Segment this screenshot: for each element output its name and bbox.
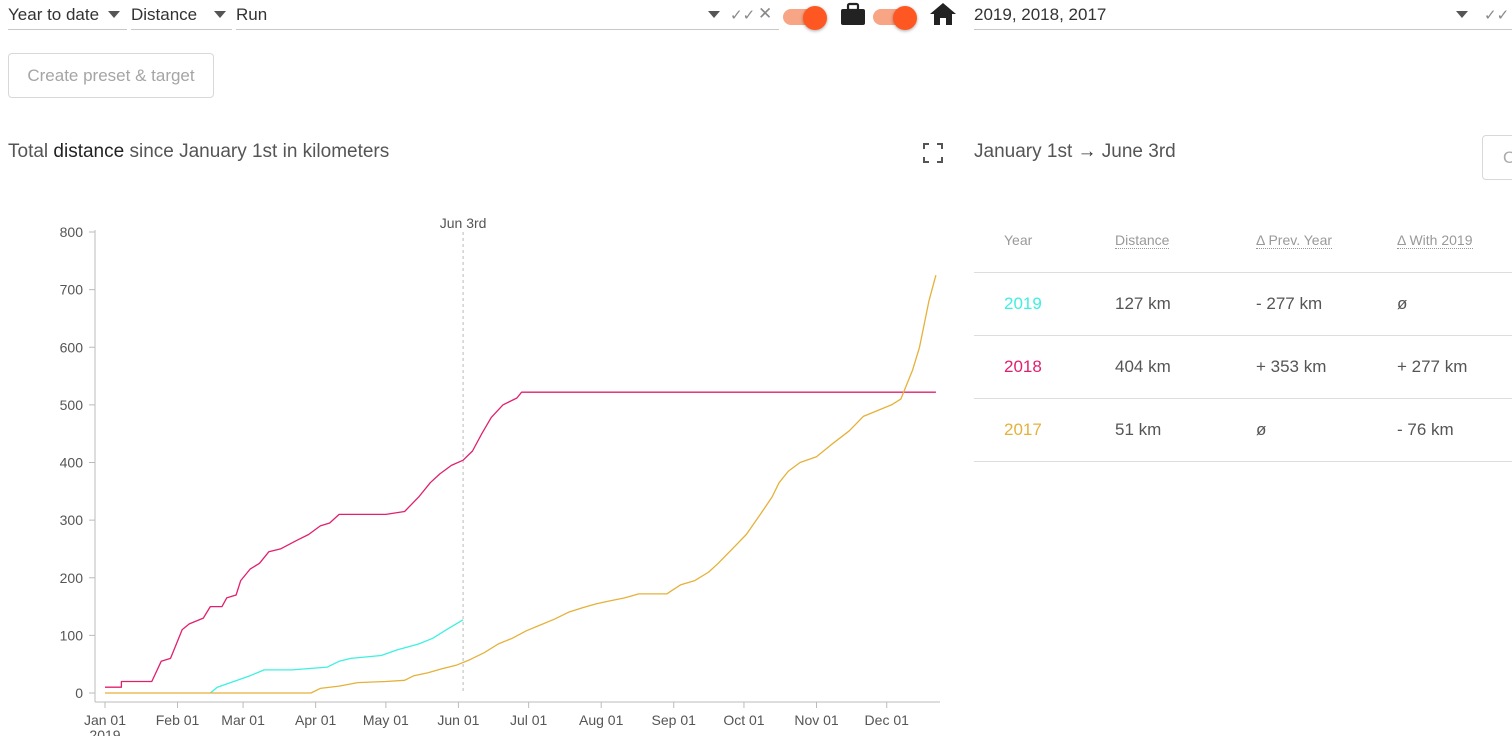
y-tick-label: 600 [60, 339, 84, 355]
y-tick-label: 400 [60, 455, 84, 471]
table-header-row: Year Distance Δ Prev. Year Δ With 2019 [974, 208, 1512, 273]
metric-select[interactable]: Distance [131, 0, 232, 30]
summary-table: Year Distance Δ Prev. Year Δ With 2019 2… [974, 208, 1512, 462]
x-tick-label: Oct 01 [723, 712, 764, 728]
header-distance: Distance [1114, 208, 1255, 273]
arrow-right-icon: → [1077, 141, 1097, 162]
x-tick-label: Apr 01 [295, 712, 336, 728]
table-row: 2018 404 km + 353 km + 277 km [974, 335, 1512, 399]
chart-title: Total distance since January 1st in kilo… [8, 141, 390, 162]
chevron-down-icon [108, 11, 120, 18]
range-from: January 1st [974, 141, 1073, 162]
row-delta-prev: - 277 km [1255, 272, 1396, 336]
range-to: June 3rd [1101, 141, 1176, 162]
x-year-label: 2019 [89, 727, 120, 736]
create-preset-button[interactable]: Create preset & target [8, 53, 214, 98]
briefcase-icon [841, 2, 865, 25]
double-check-icon[interactable]: ✓✓ [730, 7, 756, 24]
x-tick-label: Feb 01 [156, 712, 200, 728]
x-tick-label: May 01 [363, 712, 409, 728]
x-tick-label: Mar 01 [221, 712, 265, 728]
x-tick-label: Jan 01 [84, 712, 126, 728]
chevron-down-icon [1456, 11, 1468, 18]
y-tick-label: 700 [60, 282, 84, 298]
series-line-2019 [209, 619, 464, 694]
distance-chart: 0 100 200 300 400 500 600 700 800 Jan 01 Feb 01 Ma… [60, 215, 940, 736]
row-delta-2019: - 76 km [1396, 398, 1512, 462]
y-tick-label: 800 [60, 224, 84, 240]
row-distance: 404 km [1114, 335, 1255, 399]
x-tick-label: Nov 01 [794, 712, 839, 728]
activity-select-value: Run [236, 5, 268, 24]
activity-select[interactable]: Run ✓✓ ✕ [236, 0, 779, 30]
x-tick-label: Jul 01 [510, 712, 548, 728]
y-axis: 0 100 200 300 400 500 600 700 800 [60, 224, 96, 702]
row-delta-2019: ø [1396, 272, 1512, 336]
y-tick-label: 200 [60, 570, 84, 586]
header-year: Year [974, 208, 1114, 273]
row-distance: 127 km [1114, 272, 1255, 336]
y-tick-label: 0 [75, 685, 83, 701]
home-toggle[interactable] [873, 6, 917, 30]
close-icon[interactable]: ✕ [758, 4, 773, 23]
years-select-value: 2019, 2018, 2017 [974, 5, 1107, 24]
marker-label: Jun 3rd [440, 215, 487, 231]
header-with-2019: Δ With 2019 [1396, 208, 1512, 273]
range-title: January 1st → June 3rd [974, 141, 1176, 163]
chevron-down-icon [708, 11, 720, 18]
years-select[interactable]: 2019, 2018, 2017 ✓✓ [974, 0, 1512, 30]
chart-title-metric: distance [53, 141, 125, 162]
row-distance: 51 km [1114, 398, 1255, 462]
x-tick-label: Jun 01 [437, 712, 479, 728]
period-select-value: Year to date [8, 5, 100, 24]
chevron-down-icon [214, 11, 226, 18]
y-tick-label: 300 [60, 512, 84, 528]
header-prev-year: Δ Prev. Year [1255, 208, 1396, 273]
x-tick-label: Dec 01 [865, 712, 910, 728]
table-row: 2017 51 km ø - 76 km [974, 398, 1512, 462]
row-delta-2019: + 277 km [1396, 335, 1512, 399]
x-tick-label: Sep 01 [652, 712, 697, 728]
row-delta-prev: + 353 km [1255, 335, 1396, 399]
row-year: 2019 [974, 272, 1114, 336]
y-tick-label: 500 [60, 397, 84, 413]
series-lines [105, 275, 937, 694]
y-tick-label: 100 [60, 627, 84, 643]
double-check-icon[interactable]: ✓✓ [1484, 7, 1510, 24]
commute-toggle[interactable] [783, 6, 827, 30]
metric-select-value: Distance [131, 5, 198, 24]
fullscreen-icon[interactable] [923, 143, 943, 163]
table-row: 2019 127 km - 277 km ø [974, 272, 1512, 336]
row-year: 2018 [974, 335, 1114, 399]
series-line-2017 [105, 275, 937, 694]
date-marker: Jun 3rd [440, 215, 487, 694]
series-line-2018 [105, 391, 936, 688]
home-icon [930, 3, 956, 25]
period-select[interactable]: Year to date [8, 0, 127, 30]
x-tick-label: Aug 01 [579, 712, 624, 728]
partial-button[interactable]: O [1482, 135, 1512, 180]
x-axis: Jan 01 Feb 01 Mar 01 Apr 01 May 01 Jun 01 Jul … [84, 701, 940, 736]
row-delta-prev: ø [1255, 398, 1396, 462]
row-year: 2017 [974, 398, 1114, 462]
